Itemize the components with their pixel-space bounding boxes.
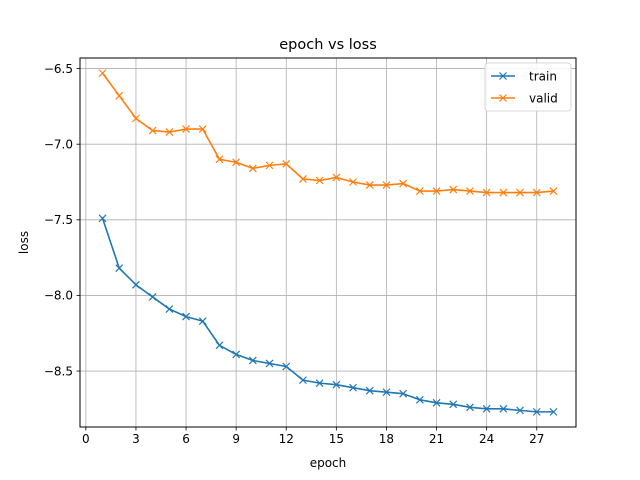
- data-point-train: [349, 383, 357, 392]
- y-tick-label: −7.0: [44, 138, 73, 152]
- data-point-train: [466, 403, 474, 412]
- data-point-train: [248, 356, 257, 365]
- data-point-valid: [399, 179, 408, 188]
- legend-marker-icon: [499, 72, 507, 80]
- data-point-valid: [332, 173, 341, 182]
- data-point-valid: [265, 161, 274, 170]
- data-point-valid: [466, 187, 474, 196]
- series-line-train: [101, 218, 554, 413]
- plot-frame: [79, 57, 577, 428]
- x-tick-label: 21: [429, 432, 444, 446]
- legend: train valid: [484, 62, 572, 112]
- data-point-valid: [215, 155, 224, 164]
- data-point-valid: [415, 187, 424, 196]
- data-point-valid: [148, 126, 157, 135]
- data-point-train: [382, 388, 391, 397]
- grid-lines: [80, 58, 576, 427]
- data-point-valid: [165, 128, 174, 137]
- data-point-valid: [482, 188, 491, 197]
- x-tick-label: 6: [182, 432, 190, 446]
- data-point-valid: [115, 91, 124, 100]
- data-point-train: [532, 407, 541, 416]
- data-point-train: [415, 395, 424, 404]
- data-point-train: [432, 398, 441, 407]
- data-point-valid: [432, 187, 441, 196]
- data-point-train: [198, 317, 207, 326]
- data-point-valid: [499, 188, 508, 197]
- series-layer: [98, 69, 558, 416]
- data-point-valid: [349, 178, 357, 186]
- data-point-train: [165, 305, 174, 313]
- y-tick-label: −8.5: [44, 364, 73, 378]
- data-point-valid: [98, 69, 107, 78]
- x-tick-label: 0: [82, 432, 90, 446]
- y-tick-label: −6.5: [44, 62, 73, 76]
- data-point-train: [332, 380, 341, 389]
- axis-ticks: 0 3 6 9 12 15 18 21 24 27 −8.5 −8.0 −7.5 −7.0 −6.5: [44, 62, 545, 446]
- data-point-train: [365, 386, 374, 395]
- legend-item-valid: valid: [491, 91, 558, 105]
- data-point-valid: [532, 188, 541, 197]
- data-point-valid: [382, 181, 391, 189]
- x-tick-label: 27: [529, 432, 544, 446]
- data-point-valid: [315, 176, 324, 185]
- legend-marker-icon: [499, 94, 507, 102]
- chart-title: epoch vs loss: [279, 37, 377, 53]
- x-tick-label: 24: [479, 432, 494, 446]
- x-tick-label: 18: [379, 432, 394, 446]
- legend-item-train: train: [491, 69, 557, 83]
- data-point-train: [282, 362, 291, 371]
- legend-label: valid: [529, 91, 558, 105]
- data-point-valid: [248, 164, 257, 173]
- data-point-train: [499, 404, 508, 413]
- data-point-train: [98, 214, 107, 223]
- data-point-train: [482, 404, 491, 413]
- y-tick-label: −8.0: [44, 289, 73, 303]
- data-point-valid: [365, 181, 374, 189]
- x-tick-label: 12: [279, 432, 294, 446]
- series-line-valid: [101, 72, 554, 194]
- x-tick-label: 15: [329, 432, 344, 446]
- y-tick-label: −7.5: [44, 213, 73, 227]
- data-point-train: [299, 376, 307, 385]
- data-point-valid: [182, 125, 190, 134]
- data-point-train: [148, 293, 157, 301]
- data-point-valid: [132, 114, 140, 123]
- legend-box: [484, 62, 572, 112]
- data-point-train: [516, 406, 524, 415]
- data-point-valid: [549, 187, 558, 196]
- data-point-train: [182, 312, 190, 321]
- x-tick-label: 9: [232, 432, 240, 446]
- data-point-train: [399, 389, 408, 398]
- data-point-train: [549, 407, 558, 416]
- data-point-valid: [198, 125, 207, 134]
- data-point-valid: [282, 159, 291, 168]
- data-point-train: [449, 400, 458, 409]
- data-point-valid: [516, 188, 524, 197]
- data-point-valid: [232, 158, 241, 167]
- data-point-train: [232, 350, 241, 359]
- data-point-train: [132, 280, 140, 289]
- y-axis-label: loss: [17, 231, 31, 254]
- data-point-valid: [449, 185, 458, 194]
- x-axis-label: epoch: [310, 456, 347, 470]
- data-point-train: [265, 359, 274, 368]
- legend-label: train: [529, 69, 557, 83]
- data-point-train: [115, 264, 124, 273]
- data-point-train: [215, 341, 224, 350]
- data-point-train: [315, 379, 324, 388]
- x-tick-label: 3: [132, 432, 140, 446]
- data-point-valid: [299, 175, 307, 183]
